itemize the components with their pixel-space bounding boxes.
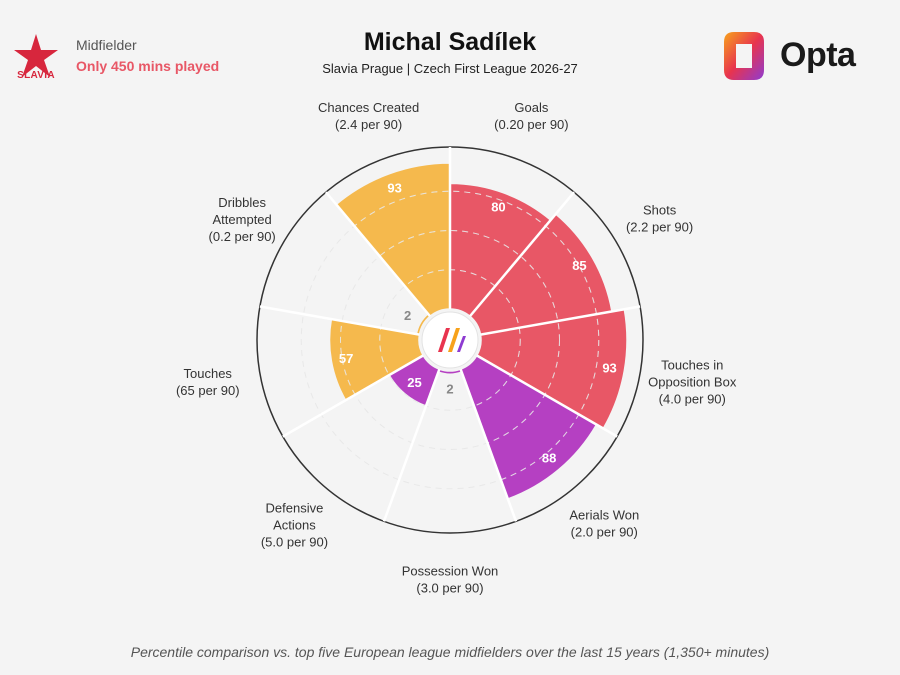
- category-label-0: Goals (0.20 per 90): [494, 100, 568, 132]
- opta-logo-icon: [724, 32, 764, 80]
- center-mark-left: [438, 328, 450, 352]
- player-position: Midfielder: [76, 37, 137, 53]
- center-badge: [421, 311, 479, 369]
- category-label-6: Touches (65 per 90): [176, 366, 240, 398]
- category-label-1: Shots (2.2 per 90): [626, 203, 693, 235]
- opta-brand-text: Opta: [780, 36, 856, 74]
- category-label-5-line-2: Actions: [273, 517, 316, 532]
- club-name: SLAVIA: [17, 70, 55, 81]
- category-label-3-line-1: Aerials Won: [569, 507, 639, 522]
- spoke-8: [324, 191, 432, 318]
- player-name: Michal Sadílek: [363, 28, 537, 56]
- spoke-2: [480, 305, 641, 336]
- category-label-1-line-2: (2.2 per 90): [626, 220, 693, 235]
- ring-shadow-75: [300, 190, 600, 490]
- category-label-4-line-1: Possession Won: [402, 564, 499, 579]
- category-label-3-line-2: (2.0 per 90): [571, 524, 638, 539]
- category-label-7-line-1: Dribbles: [218, 195, 266, 210]
- category-label-2-line-2: Opposition Box: [648, 375, 737, 390]
- category-label-8-line-2: (2.4 per 90): [335, 117, 402, 132]
- category-label-6-line-2: (65 per 90): [176, 383, 240, 398]
- category-label-4: Possession Won (3.0 per 90): [402, 564, 499, 596]
- category-label-1-line-1: Shots: [643, 203, 677, 218]
- value-label-8: 93: [387, 180, 401, 195]
- bar-8: [335, 162, 451, 318]
- category-label-7-line-2: Attempted: [213, 212, 272, 227]
- bar-3: [459, 354, 598, 500]
- bar-2: [475, 308, 628, 430]
- ring-shadow-50: [340, 230, 560, 450]
- category-label-6-line-1: Touches: [184, 366, 233, 381]
- value-label-4: 2: [446, 382, 453, 397]
- bar-0: [449, 182, 552, 318]
- category-label-2-line-1: Touches in: [661, 358, 723, 373]
- category-label-5: Defensive Actions (5.0 per 90): [261, 500, 328, 549]
- value-label-1: 85: [572, 258, 586, 273]
- category-label-5-line-1: Defensive: [266, 500, 324, 515]
- category-label-0-line-1: Goals: [514, 100, 548, 115]
- category-label-4-line-2: (3.0 per 90): [416, 581, 483, 596]
- slavia-star-logo: [14, 34, 58, 77]
- category-label-0-line-2: (0.20 per 90): [494, 117, 568, 132]
- center-mark-mid: [448, 328, 460, 352]
- spoke-3: [476, 354, 618, 438]
- spoke-4: [459, 368, 518, 522]
- category-label-3: Aerials Won (2.0 per 90): [569, 507, 639, 539]
- value-label-7: 2: [404, 308, 411, 323]
- subtitle: Slavia Prague | Czech First League 2026-…: [322, 61, 578, 76]
- minutes-note: Only 450 mins played: [76, 58, 220, 74]
- spoke-1: [468, 191, 576, 318]
- category-label-2-line-3: (4.0 per 90): [659, 392, 726, 407]
- value-label-6: 57: [339, 351, 353, 366]
- category-label-2: Touches in Opposition Box (4.0 per 90): [648, 358, 737, 407]
- category-label-5-line-3: (5.0 per 90): [261, 534, 328, 549]
- category-label-8: Chances Created (2.4 per 90): [318, 100, 419, 132]
- center-mark-right: [457, 336, 466, 352]
- value-label-2: 93: [602, 361, 616, 376]
- footnote: Percentile comparison vs. top five Europ…: [130, 644, 770, 660]
- value-label-0: 80: [491, 199, 505, 214]
- value-label-5: 25: [407, 375, 421, 390]
- category-label-8-line-1: Chances Created: [318, 100, 419, 115]
- spoke-5: [382, 368, 441, 522]
- bar-6: [328, 318, 425, 402]
- spoke-6: [282, 354, 424, 438]
- category-label-7: Dribbles Attempted (0.2 per 90): [209, 195, 276, 244]
- category-label-7-line-3: (0.2 per 90): [209, 229, 276, 244]
- bar-1: [468, 212, 613, 336]
- value-label-3: 88: [542, 451, 556, 466]
- spoke-7: [259, 305, 420, 336]
